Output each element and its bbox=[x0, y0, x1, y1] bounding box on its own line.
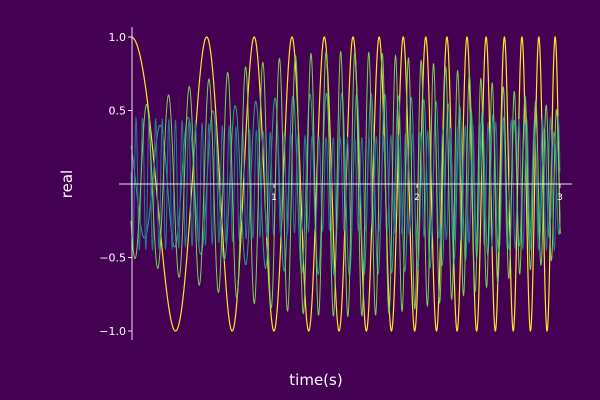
x-tick-label: 2 bbox=[414, 193, 420, 203]
x-axis-title: time(s) bbox=[289, 371, 342, 389]
series-line-3 bbox=[130, 116, 561, 252]
y-tick-label: −0.5 bbox=[99, 252, 126, 265]
x-tick-label: 1 bbox=[271, 193, 277, 203]
x-tick-label: 3 bbox=[557, 193, 563, 203]
y-tick-label: 0.5 bbox=[109, 105, 127, 118]
y-axis-title: real bbox=[58, 170, 76, 198]
y-tick-label: −1.0 bbox=[99, 325, 126, 338]
series-line-4 bbox=[130, 50, 561, 318]
series-layer bbox=[130, 35, 561, 332]
tick-layer: 1.0 0.5 −0.5 −1.0 1 2 3 bbox=[99, 31, 563, 338]
y-tick-label: 1.0 bbox=[109, 31, 127, 44]
